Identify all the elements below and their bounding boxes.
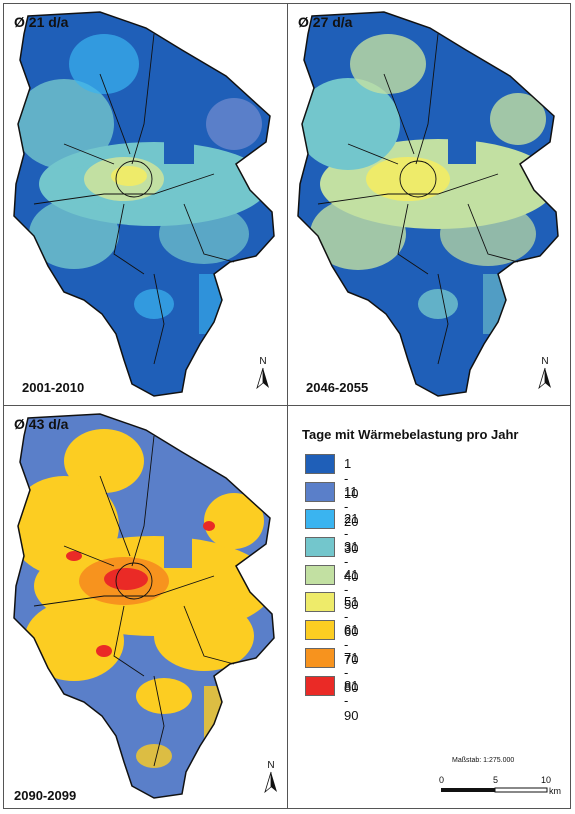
legend-label: 81 - 90 xyxy=(344,677,359,723)
north-label: N xyxy=(267,760,275,771)
legend-label: 11 - 20 xyxy=(344,483,359,529)
legend-label: 41 - 50 xyxy=(344,566,359,612)
legend-swatch xyxy=(305,620,335,641)
north-label: N xyxy=(541,356,549,367)
period-label: 2001-2010 xyxy=(22,380,85,395)
legend-label: 21 - 30 xyxy=(344,511,359,557)
legend-swatch xyxy=(305,537,335,558)
city-map xyxy=(13,413,275,799)
map-panel-2090-2099: Ø 43 d/a 2090-2099 N xyxy=(4,406,287,808)
scale-tick: 5 xyxy=(493,775,499,785)
legend-label: 51 - 60 xyxy=(344,594,359,640)
legend-swatch xyxy=(305,675,335,696)
legend-swatch xyxy=(305,592,335,613)
legend-label: 31 - 40 xyxy=(344,539,359,585)
legend-swatch xyxy=(305,481,335,502)
legend-swatch xyxy=(305,454,335,474)
map-panel-2046-2055: Ø 27 d/a 2046-2055 N xyxy=(288,4,571,405)
legend-title: Tage mit Wärmebelastung pro Jahr xyxy=(302,427,519,442)
map-panel-2001-2010: Ø 21 d/a 2001-2010 N xyxy=(4,4,287,405)
north-arrow-icon: N xyxy=(260,760,282,794)
average-label: Ø 27 d/a xyxy=(298,14,353,30)
panel-divider-horizontal xyxy=(3,405,571,406)
legend-swatch xyxy=(305,647,335,668)
average-label: Ø 21 d/a xyxy=(14,14,69,30)
legend-label: 1 - 10 xyxy=(344,456,359,501)
period-label: 2090-2099 xyxy=(14,788,77,803)
scale-bar: 0 5 10 km xyxy=(439,774,561,805)
city-map xyxy=(13,11,275,397)
north-arrow-icon: N xyxy=(252,356,274,390)
scale-unit: km xyxy=(549,786,561,796)
legend-swatch xyxy=(305,509,335,530)
legend-label: 71 - 80 xyxy=(344,649,359,695)
period-label: 2046-2055 xyxy=(306,380,369,395)
city-map xyxy=(297,11,559,397)
scale-tick: 0 xyxy=(439,775,445,785)
north-arrow-icon: N xyxy=(534,356,556,390)
legend-label: 61 - 70 xyxy=(344,622,359,668)
panel-divider-vertical xyxy=(287,3,288,809)
legend-swatch xyxy=(305,564,335,585)
scale-tick: 10 xyxy=(541,775,552,785)
scale-label: Maßstab: 1:275.000 xyxy=(452,757,515,764)
average-label: Ø 43 d/a xyxy=(14,416,69,432)
north-label: N xyxy=(259,356,267,367)
